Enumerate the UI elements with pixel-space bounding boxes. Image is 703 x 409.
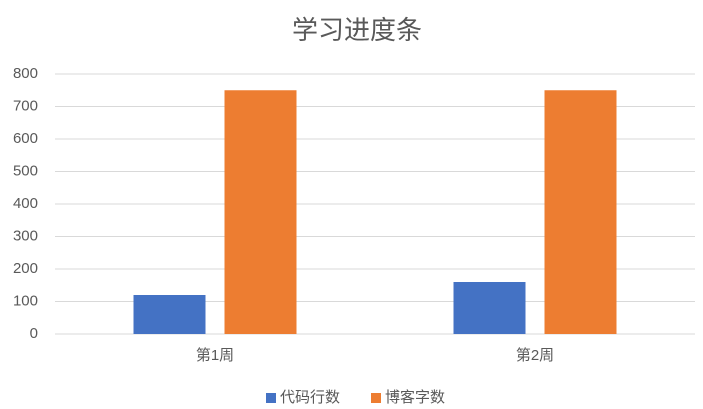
legend-swatch xyxy=(371,393,381,403)
y-tick-label: 400 xyxy=(13,195,38,212)
legend-label: 代码行数 xyxy=(280,389,340,406)
y-tick-label: 700 xyxy=(13,97,38,114)
y-tick-label: 600 xyxy=(13,130,38,147)
x-tick-label: 第1周 xyxy=(196,346,234,364)
x-tick-label: 第2周 xyxy=(516,346,554,364)
legend-label: 博客字数 xyxy=(385,389,445,406)
chart-title: 学习进度条 xyxy=(292,15,422,45)
bar xyxy=(453,282,526,334)
y-tick-label: 0 xyxy=(30,325,38,342)
bar xyxy=(224,90,297,334)
y-tick-label: 300 xyxy=(13,227,38,244)
y-tick-label: 500 xyxy=(13,162,38,179)
y-tick-label: 100 xyxy=(13,292,38,309)
bar xyxy=(133,295,206,334)
legend-swatch xyxy=(266,393,276,403)
bar xyxy=(544,90,617,334)
y-tick-label: 200 xyxy=(13,260,38,277)
y-tick-label: 800 xyxy=(13,65,38,82)
